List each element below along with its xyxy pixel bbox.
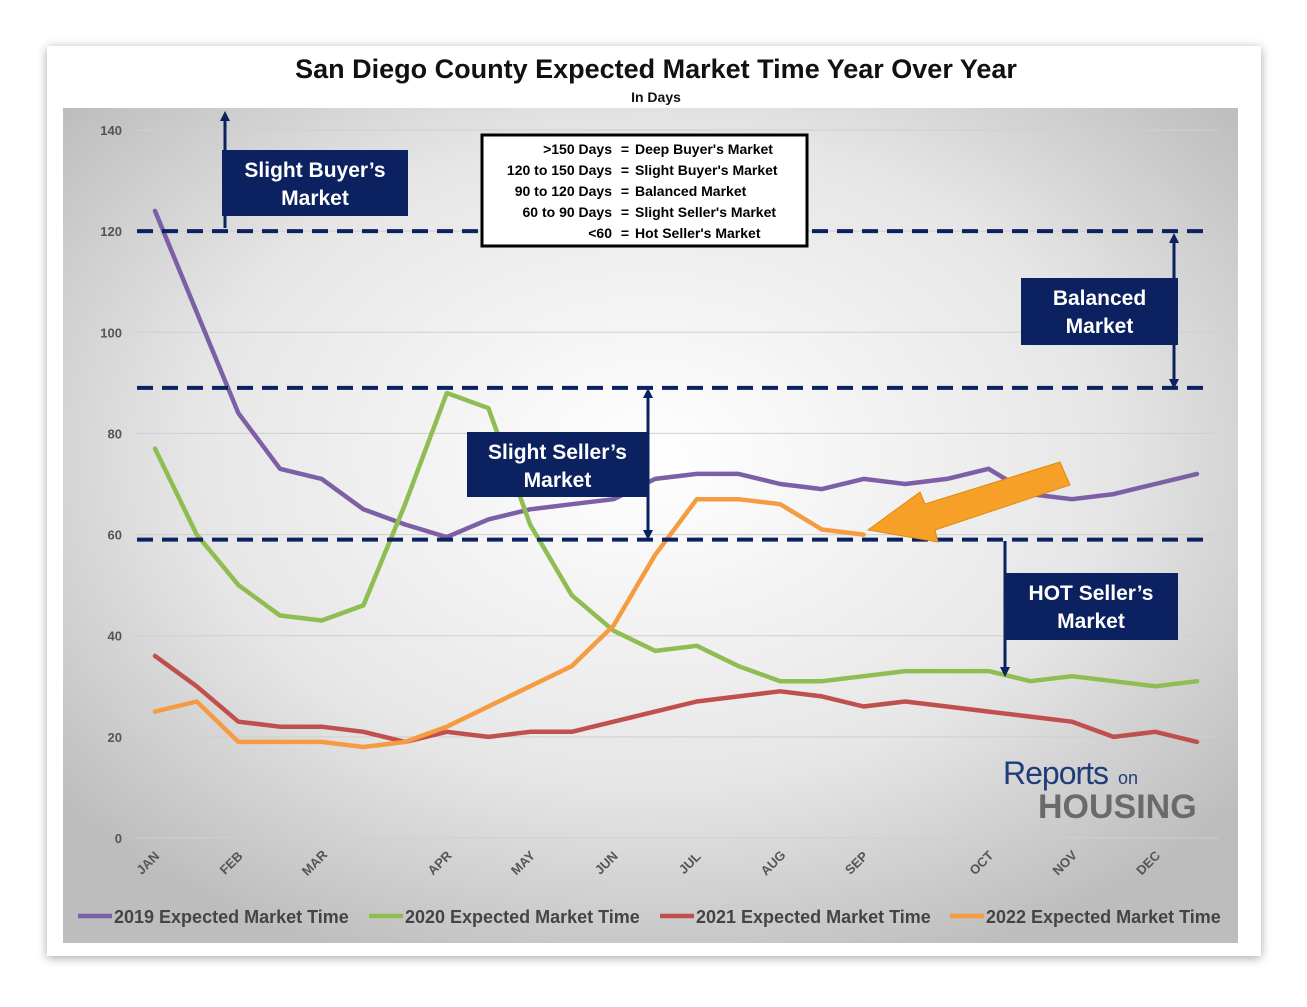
annotation-box [1021,278,1178,345]
series-line [152,653,1200,745]
chart-subtitle: In Days [631,89,681,105]
annotation-box [1004,573,1178,640]
key-separator: = [621,225,629,241]
legend-label: 2020 Expected Market Time [405,907,640,927]
y-tick-label: 80 [108,426,122,441]
key-market: Deep Buyer's Market [635,141,773,157]
key-range: >150 Days [543,141,612,157]
y-tick-label: 60 [108,528,122,543]
legend: 2019 Expected Market Time 2020 Expected M… [78,907,1221,927]
annotation-text: Balanced [1053,287,1146,310]
key-market: Slight Buyer's Market [635,162,778,178]
annotation-text: Market [281,187,349,210]
key-market: Slight Seller's Market [635,204,776,220]
annotation-text: HOT Seller’s [1029,582,1154,605]
series-line [152,390,1200,689]
annotation-box [222,150,408,216]
key-range: 90 to 120 Days [515,183,612,199]
annotation-text: Market [1057,610,1125,633]
key-range: 60 to 90 Days [523,204,613,220]
key-market: Balanced Market [635,183,747,199]
annotation-text: Slight Seller’s [488,441,627,464]
y-tick-label: 20 [108,730,122,745]
key-range: 120 to 150 Days [507,162,612,178]
annotations: Slight Buyer’s Market Balanced Market Slight… [220,111,1197,826]
logo-small: on [1118,768,1138,788]
series-line [152,496,866,750]
key-range: <60 [588,225,612,241]
annotation-box [467,432,648,497]
annotation-text: Market [1066,315,1134,338]
key-box [480,133,809,248]
key-separator: = [621,204,629,220]
logo-sub: HOUSING [1038,788,1197,826]
key-market: Hot Seller's Market [635,225,761,241]
y-tick-label: 140 [100,123,122,138]
key-separator: = [621,162,629,178]
legend-label: 2021 Expected Market Time [696,907,931,927]
legend-label: 2022 Expected Market Time [986,907,1221,927]
y-tick-label: 100 [100,325,122,340]
annotation-text: Slight Buyer’s [244,159,385,182]
chart-title: San Diego County Expected Market Time Ye… [295,54,1017,84]
y-tick-label: 0 [115,831,122,846]
legend-label: 2019 Expected Market Time [114,907,349,927]
key-separator: = [621,141,629,157]
key-separator: = [621,183,629,199]
y-tick-label: 40 [108,629,122,644]
annotation-text: Market [524,469,592,492]
logo-main: Reports [1003,755,1108,791]
y-tick-label: 120 [100,224,122,239]
highlight-arrow [866,461,1071,543]
